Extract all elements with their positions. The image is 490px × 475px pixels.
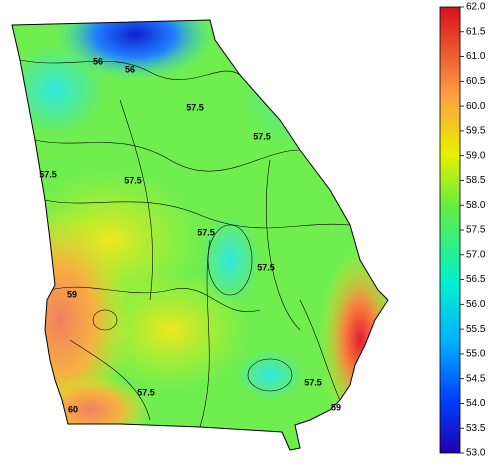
contour-label: 59 (67, 289, 77, 299)
contour-lines (19, 59, 351, 428)
colorbar-tick-label: 53.0 (466, 448, 486, 459)
contour-label: 57.5 (197, 227, 215, 237)
colorbar-tick-label: 53.5 (466, 423, 486, 434)
colorbar-tick-label: 54.5 (466, 373, 486, 384)
colorbar-tick-label: 56.0 (466, 299, 486, 310)
contour-labels: 56 56 57.5 57.5 57.5 57.5 57.5 57.5 59 57.5 60 57.5… (39, 56, 341, 414)
contour-label: 57.5 (137, 387, 155, 397)
colorbar-tick-label: 57.0 (466, 249, 486, 260)
colorbar-tick-label: 56.5 (466, 274, 486, 285)
contour-label: 57.5 (39, 169, 57, 179)
colorbar-tick-label: 55.0 (466, 349, 486, 360)
colorbar (439, 6, 461, 454)
colorbar-tick-label: 57.5 (466, 225, 486, 236)
colorbar-tick-label: 60.5 (466, 76, 486, 87)
contour-label: 57.5 (257, 262, 275, 272)
colorbar-tick-label: 59.0 (466, 150, 486, 161)
colorbar-axis: 62.0 61.5 61.0 60.5 60.0 59.5 59.0 58.5 58.0 57.5… (460, 2, 486, 459)
colorbar-tick-label: 58.5 (466, 175, 486, 186)
contour-label: 60 (68, 404, 78, 414)
contour-label: 59 (331, 402, 341, 412)
state-outline (11, 19, 389, 451)
colorbar-tick-label: 60.0 (466, 101, 486, 112)
colorbar-tick-label: 59.5 (466, 126, 486, 137)
contour-label: 57.5 (124, 175, 142, 185)
colorbar-tick-label: 54.0 (466, 398, 486, 409)
colorbar-tick-label: 61.0 (466, 51, 486, 62)
colorbar-tick-label: 62.0 (466, 2, 486, 13)
contour-label: 57.5 (304, 377, 322, 387)
contour-label: 56 (93, 56, 103, 66)
contour-label: 57.5 (253, 131, 271, 141)
colorbar-tick-label: 55.5 (466, 324, 486, 335)
colorbar-tick-label: 61.5 (466, 26, 486, 37)
colorbar-tick-label: 58.0 (466, 200, 486, 211)
contour-label: 57.5 (186, 102, 204, 112)
contour-label: 56 (125, 64, 135, 74)
